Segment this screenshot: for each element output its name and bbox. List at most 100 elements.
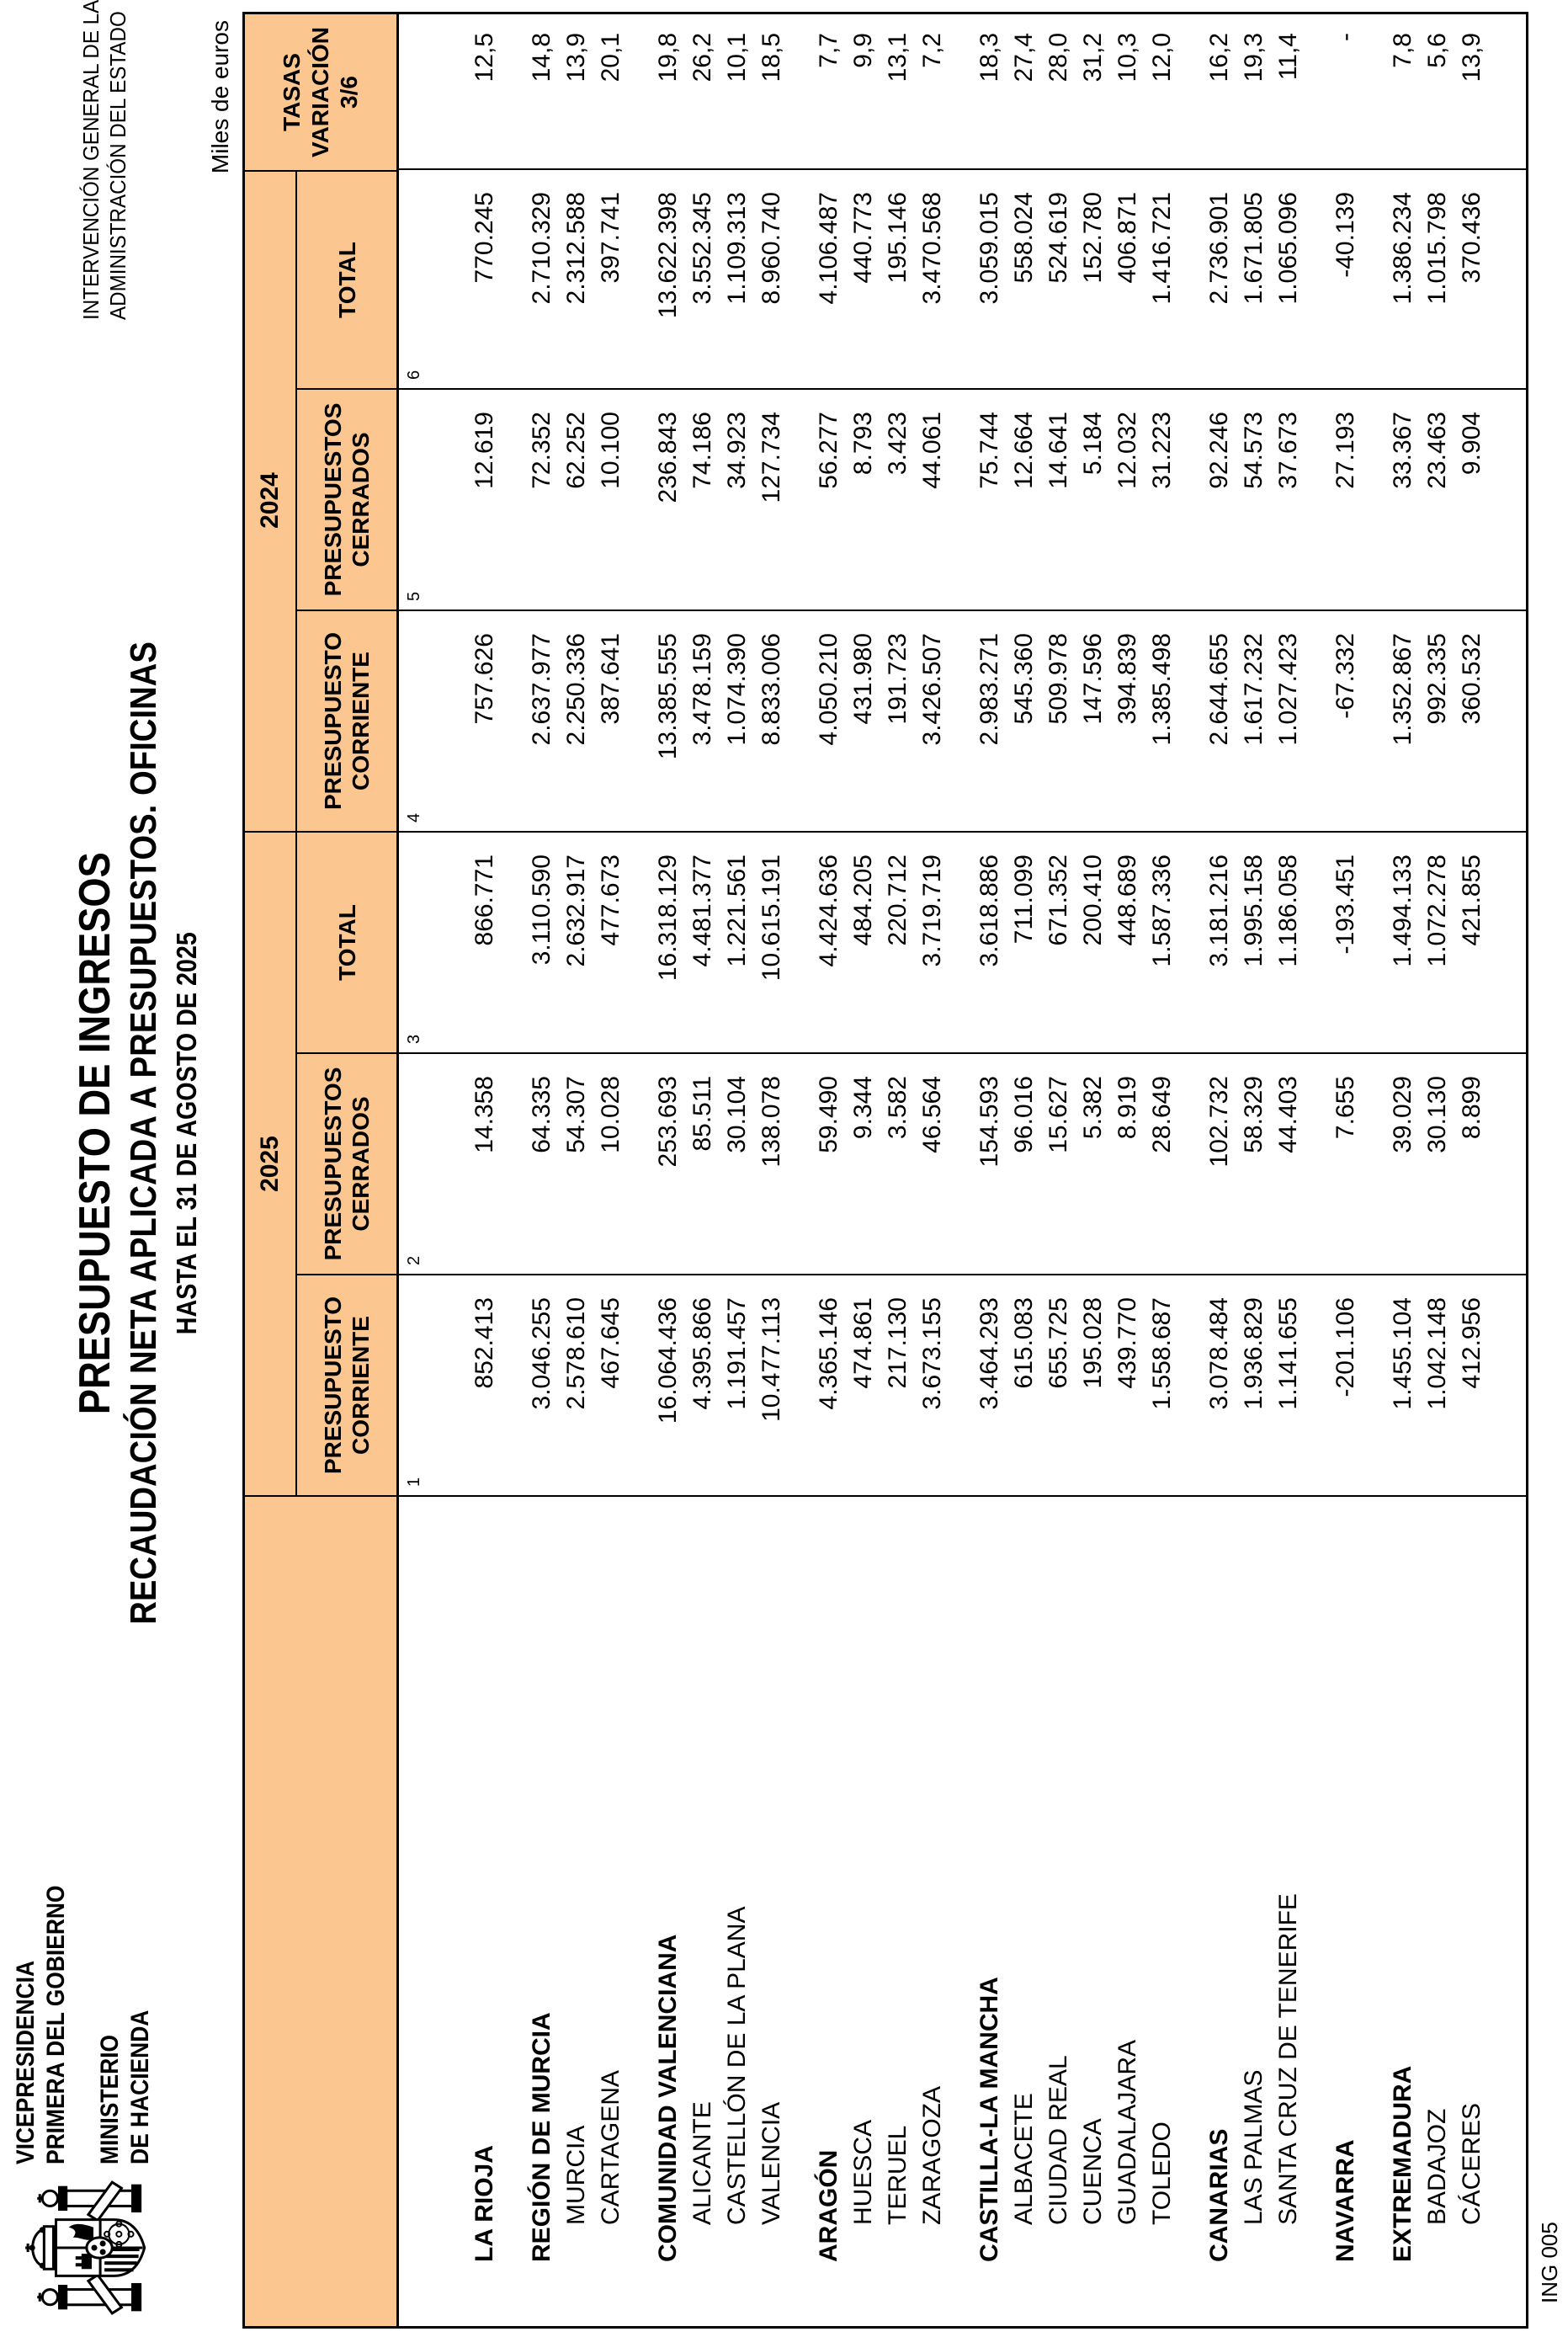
budget-table: 2025 2024 PRESUPUESTO CORRIENTE PRESUPUE… bbox=[242, 12, 1528, 2329]
value-cell: 16.064.436 bbox=[654, 1297, 682, 1424]
doc-date: HASTA EL 31 DE AGOSTO DE 2025 bbox=[171, 931, 202, 1335]
value-cell: 62.252 bbox=[562, 412, 590, 489]
value-cell: 1.191.457 bbox=[723, 1297, 751, 1410]
row-name: CANARIAS bbox=[1205, 2128, 1233, 2262]
value-cell: 200.410 bbox=[1079, 854, 1107, 946]
value-cell: 615.083 bbox=[1010, 1297, 1038, 1389]
col-header-presupuesto-corriente-2024: PRESUPUESTO CORRIENTE bbox=[297, 611, 396, 833]
value-cell: 558.024 bbox=[1010, 192, 1038, 284]
value-cell: 2.312.588 bbox=[562, 192, 590, 305]
col-header-total-2025: TOTAL bbox=[297, 833, 396, 1054]
value-cell: 370.436 bbox=[1458, 192, 1486, 284]
value-cell: -67.332 bbox=[1331, 633, 1359, 719]
coat-of-arms-icon bbox=[25, 2180, 146, 2315]
value-cell: 394.839 bbox=[1114, 633, 1141, 725]
value-cell: 1.027.423 bbox=[1274, 633, 1302, 746]
value-cell: 10.100 bbox=[597, 412, 625, 489]
value-cell: 26,2 bbox=[688, 33, 716, 83]
value-cell: 74.186 bbox=[688, 412, 716, 489]
form-code: ING 005 bbox=[1537, 2222, 1562, 2303]
value-cell: 59.490 bbox=[815, 1076, 842, 1153]
value-cell: 467.645 bbox=[597, 1297, 625, 1389]
value-cell: 2.250.336 bbox=[562, 633, 590, 746]
value-cell: 96.016 bbox=[1010, 1076, 1038, 1153]
column-divider bbox=[399, 1495, 1526, 1497]
value-cell: 992.335 bbox=[1423, 633, 1451, 725]
value-cell: 671.352 bbox=[1044, 854, 1072, 946]
column-divider bbox=[399, 1274, 1526, 1275]
value-cell: 1.416.721 bbox=[1148, 192, 1176, 305]
col-header-presupuestos-cerrados-2025: PRESUPUESTOS CERRADOS bbox=[297, 1054, 396, 1275]
row-name: BADAJOZ bbox=[1423, 2108, 1451, 2225]
year-2024-header: 2024 bbox=[245, 170, 297, 833]
value-cell: 1.074.390 bbox=[723, 633, 751, 746]
value-cell: 474.861 bbox=[849, 1297, 877, 1389]
doc-subtitle: RECAUDACIÓN NETA APLICADA A PRESUPUESTOS… bbox=[123, 641, 164, 1625]
value-cell: 1.671.805 bbox=[1240, 192, 1268, 305]
value-cell: 477.673 bbox=[597, 854, 625, 946]
value-cell: 770.245 bbox=[470, 192, 498, 284]
row-name: COMUNIDAD VALENCIANA bbox=[654, 1934, 682, 2262]
value-cell: 195.146 bbox=[884, 192, 912, 284]
row-name: TERUEL bbox=[884, 2125, 912, 2225]
value-cell: 4.050.210 bbox=[815, 633, 842, 746]
value-cell: 1.558.687 bbox=[1148, 1297, 1176, 1410]
value-cell: 12,0 bbox=[1148, 33, 1176, 83]
value-cell: 852.413 bbox=[470, 1297, 498, 1389]
value-cell: 1.385.498 bbox=[1148, 633, 1176, 746]
row-name: ALICANTE bbox=[688, 2101, 716, 2225]
value-cell: 3.470.568 bbox=[918, 192, 946, 305]
value-cell: 7,7 bbox=[815, 33, 842, 68]
value-cell: 2.637.977 bbox=[528, 633, 555, 746]
value-cell: 14.641 bbox=[1044, 412, 1072, 489]
value-cell: 2.736.901 bbox=[1205, 192, 1233, 305]
column-divider bbox=[399, 168, 1526, 170]
value-cell: 19,8 bbox=[654, 33, 682, 83]
value-cell: 2.983.271 bbox=[975, 633, 1003, 746]
value-cell: 484.205 bbox=[849, 854, 877, 946]
value-cell: 711.099 bbox=[1010, 854, 1038, 945]
ministry-name-line: MINISTERIO bbox=[96, 2034, 124, 2164]
value-cell: 2.710.329 bbox=[528, 192, 555, 305]
value-cell: 15.627 bbox=[1044, 1076, 1072, 1153]
value-cell: 431.980 bbox=[849, 633, 877, 725]
value-cell: 10.477.113 bbox=[757, 1297, 785, 1422]
value-cell: 13,9 bbox=[1458, 33, 1486, 83]
column-number: 5 bbox=[405, 591, 423, 601]
value-cell: 12.619 bbox=[470, 412, 498, 489]
value-cell: 7.655 bbox=[1331, 1076, 1359, 1140]
value-cell: 12.032 bbox=[1114, 412, 1141, 489]
value-cell: 1.995.158 bbox=[1240, 854, 1268, 967]
value-cell: -201.106 bbox=[1331, 1297, 1359, 1397]
value-cell: 412.956 bbox=[1458, 1297, 1486, 1389]
row-name: CASTELLÓN DE LA PLANA bbox=[723, 1906, 751, 2226]
row-name: LA RIOJA bbox=[470, 2145, 498, 2262]
value-cell: 7,8 bbox=[1389, 33, 1417, 68]
value-cell: 154.593 bbox=[975, 1076, 1003, 1168]
column-number: 2 bbox=[405, 1255, 423, 1265]
units-label: Miles de euros bbox=[207, 20, 233, 174]
value-cell: 1.065.096 bbox=[1274, 192, 1302, 305]
value-cell: 524.619 bbox=[1044, 192, 1072, 284]
value-cell: 421.855 bbox=[1458, 854, 1486, 946]
value-cell: 866.771 bbox=[470, 854, 498, 946]
value-cell: 11,4 bbox=[1274, 33, 1302, 81]
value-cell: 757.626 bbox=[470, 633, 498, 725]
value-cell: 28.649 bbox=[1148, 1076, 1176, 1153]
value-cell: 147.596 bbox=[1079, 633, 1107, 725]
column-number: 1 bbox=[405, 1477, 423, 1487]
value-cell: 16.318.129 bbox=[654, 854, 682, 982]
value-cell: 9,9 bbox=[849, 33, 877, 68]
value-cell: 3.582 bbox=[884, 1076, 912, 1140]
row-name: ALBACETE bbox=[1010, 2093, 1038, 2225]
value-cell: 39.029 bbox=[1389, 1076, 1417, 1153]
value-cell: 1.042.148 bbox=[1423, 1297, 1451, 1410]
row-name: LAS PALMAS bbox=[1240, 2069, 1268, 2225]
value-cell: 46.564 bbox=[918, 1076, 946, 1153]
value-cell: 30.104 bbox=[723, 1076, 751, 1153]
value-cell: 1.186.058 bbox=[1274, 854, 1302, 967]
value-cell: 1.936.829 bbox=[1240, 1297, 1268, 1410]
value-cell: 3.478.159 bbox=[688, 633, 716, 746]
column-number: 4 bbox=[405, 812, 423, 822]
agency-name: INTERVENCIÓN GENERAL DE LA ADMINISTRACIÓ… bbox=[78, 0, 130, 320]
